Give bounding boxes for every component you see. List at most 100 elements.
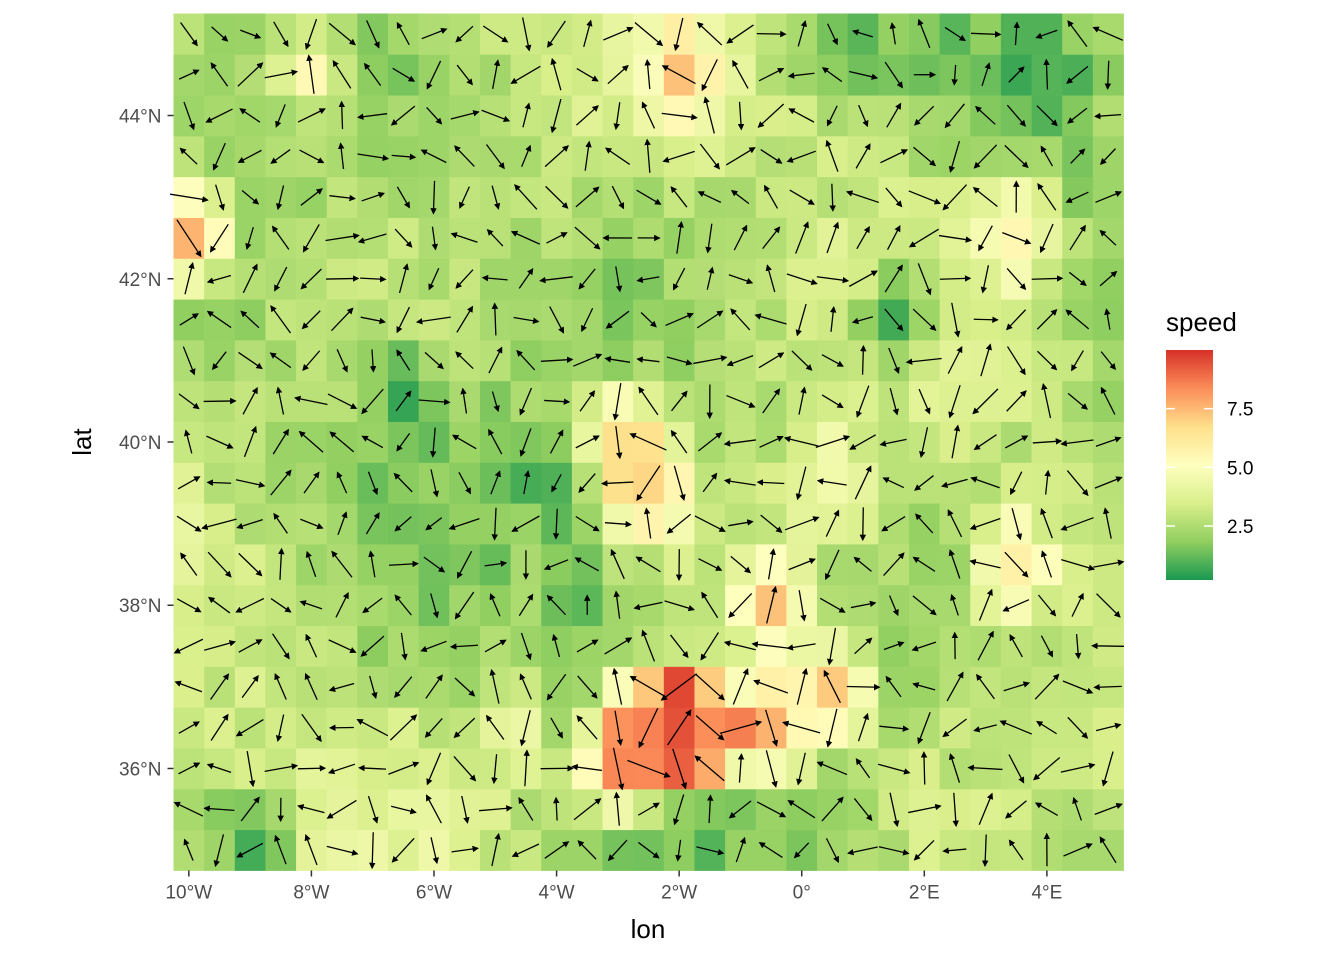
wind-arrow — [389, 714, 418, 741]
wind-arrow — [201, 518, 237, 530]
wind-arrow — [670, 429, 688, 454]
wind-arrow — [264, 763, 299, 772]
wind-arrow — [456, 64, 473, 86]
wind-arrow — [636, 189, 662, 205]
wind-arrow — [210, 713, 229, 741]
wind-arrow — [629, 675, 667, 698]
wind-arrow — [326, 799, 357, 819]
wind-arrow — [326, 845, 359, 856]
wind-arrow — [240, 796, 260, 822]
wind-arrow — [603, 26, 634, 41]
wind-arrow — [398, 263, 409, 294]
wind-arrow — [460, 387, 468, 414]
wind-arrow — [426, 60, 442, 90]
wind-arrow — [325, 233, 360, 242]
wind-arrow — [358, 764, 387, 772]
wind-arrow — [481, 109, 511, 122]
wind-arrow — [627, 759, 671, 778]
wind-arrow — [425, 794, 442, 824]
wind-arrow — [423, 556, 446, 573]
wind-arrow — [636, 356, 660, 363]
wind-arrow — [274, 266, 288, 292]
wind-arrow — [332, 59, 352, 89]
wind-arrow — [369, 832, 376, 870]
wind-arrow — [510, 65, 541, 84]
wind-arrow — [395, 390, 412, 412]
wind-arrow — [329, 194, 356, 202]
x-tick-label: 8°W — [293, 883, 329, 904]
wind-arrow — [612, 382, 622, 421]
legend-colorbar — [1166, 350, 1213, 580]
wind-arrow — [271, 225, 290, 250]
wind-arrow — [638, 841, 660, 859]
wind-arrow — [183, 101, 195, 131]
wind-arrow — [662, 150, 695, 163]
wind-arrow — [450, 110, 480, 120]
wind-arrow — [328, 639, 357, 653]
wind-arrow — [638, 707, 659, 749]
wind-arrow — [605, 310, 630, 329]
wind-arrow — [511, 515, 540, 532]
legend-break-label: 5.0 — [1227, 458, 1253, 479]
wind-arrow — [604, 520, 633, 528]
wind-arrow — [461, 795, 470, 824]
wind-arrow — [697, 432, 723, 452]
wind-arrow — [297, 108, 326, 123]
wind-arrow — [664, 600, 695, 612]
wind-arrow — [369, 349, 377, 373]
wind-arrow — [391, 153, 417, 161]
wind-arrow — [523, 749, 530, 787]
wind-arrow — [641, 629, 656, 662]
wind-arrow — [426, 107, 443, 125]
wind-arrow — [207, 551, 232, 578]
wind-arrow — [643, 507, 652, 539]
wind-arrow — [424, 717, 443, 738]
wind-arrow — [209, 223, 229, 253]
wind-arrow — [550, 717, 563, 739]
wind-arrow — [391, 837, 415, 863]
wind-arrow — [270, 305, 292, 334]
x-tick-label: 4°W — [539, 883, 575, 904]
wind-arrow — [612, 667, 623, 705]
y-tick-label: 38°N — [119, 596, 161, 617]
wind-arrow — [546, 594, 567, 616]
wind-arrow — [303, 471, 320, 494]
wind-arrow — [666, 513, 692, 534]
wind-arrow — [491, 302, 499, 336]
wind-arrow — [357, 233, 387, 244]
wind-arrow — [607, 839, 628, 862]
wind-arrow — [641, 101, 656, 129]
wind-arrow — [484, 560, 508, 567]
wind-arrow — [338, 100, 346, 130]
wind-arrow — [425, 674, 443, 699]
wind-arrow — [276, 185, 285, 211]
wind-arrow — [518, 268, 534, 289]
wind-arrow — [613, 590, 621, 619]
wind-arrow — [451, 845, 479, 853]
wind-arrow — [513, 316, 540, 324]
wind-arrow — [640, 312, 657, 328]
wind-arrow — [301, 713, 322, 743]
wind-arrow — [418, 398, 451, 406]
wind-arrow — [212, 142, 226, 171]
wind-arrow — [275, 714, 285, 743]
wind-arrow — [178, 762, 201, 775]
wind-arrow — [629, 433, 667, 451]
wind-arrow — [544, 145, 569, 168]
wind-arrow — [361, 388, 384, 415]
wind-arrow — [183, 838, 194, 861]
y-tick-label: 40°N — [119, 433, 161, 454]
wind-arrow — [523, 470, 531, 495]
wind-arrow — [305, 550, 317, 577]
wind-arrow — [430, 469, 440, 498]
wind-arrow — [666, 356, 693, 366]
wind-arrow — [304, 18, 318, 50]
wind-arrow — [671, 390, 688, 412]
wind-arrow — [456, 550, 473, 579]
wind-arrow — [489, 593, 501, 617]
wind-arrow — [214, 184, 225, 211]
wind-arrow — [613, 791, 621, 826]
wind-arrow — [273, 512, 288, 534]
wind-arrow — [610, 548, 625, 580]
wind-arrow — [170, 193, 209, 203]
